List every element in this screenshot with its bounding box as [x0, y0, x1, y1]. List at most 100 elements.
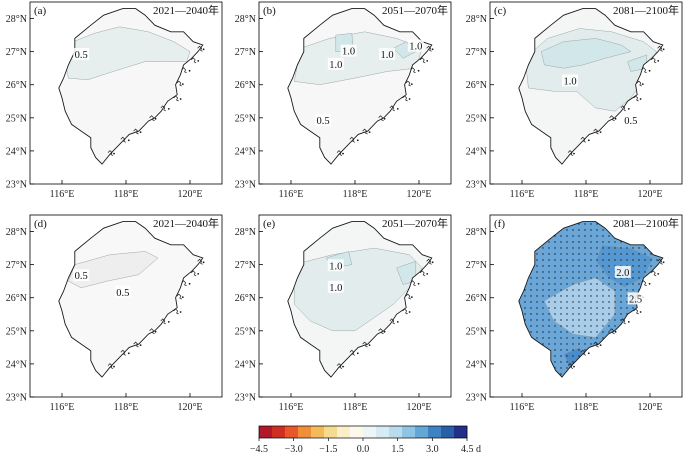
island	[396, 321, 399, 323]
stipple-dot	[632, 259, 634, 261]
contour-label: 0.5	[316, 116, 329, 127]
stipple-dot	[602, 337, 604, 339]
stipple-dot	[566, 289, 568, 291]
stipple-dot	[578, 223, 580, 225]
stipple-dot	[584, 283, 586, 285]
coastline-islands	[107, 45, 205, 156]
stipple-dot	[626, 301, 628, 303]
island	[139, 344, 142, 346]
island	[167, 321, 170, 323]
contour-zone	[68, 251, 159, 289]
stipple-dot	[548, 241, 550, 243]
lat-tick-label: 27°N	[466, 47, 487, 58]
stipple-dot	[584, 319, 586, 321]
map-panel-e: 1.0 1.0 (e) 2051—2070年 28°N 27°N 26°N 25°N 24°N 2…	[235, 214, 452, 413]
stipple-dot	[584, 241, 586, 243]
coast-detail	[362, 128, 368, 135]
lat-tick-label: 26°N	[466, 80, 487, 91]
stipple-dot	[554, 337, 556, 339]
contour-label: 1.0	[329, 60, 342, 71]
contour-label: 2.0	[616, 268, 629, 279]
stipple-dot	[566, 229, 568, 231]
stipple-dot	[626, 247, 628, 249]
coast-detail	[190, 270, 197, 277]
stipple-dot	[572, 283, 574, 285]
stipple-dot	[578, 289, 580, 291]
stipple-dot	[608, 247, 610, 249]
lat-tick-label: 24°N	[466, 359, 487, 370]
stipple-dot	[638, 271, 640, 273]
stipple-dot	[542, 271, 544, 273]
stipple-dot	[542, 313, 544, 315]
stipple-dot	[578, 283, 580, 285]
stipple-dot	[566, 253, 568, 255]
stipple-dot	[578, 319, 580, 321]
contour-label-bg	[407, 39, 424, 52]
island	[587, 352, 590, 355]
colorbar-tick-label: 4.5 d	[461, 444, 481, 454]
stipple-dot	[596, 307, 598, 309]
stipple-dot	[608, 271, 610, 273]
coast-detail	[426, 45, 432, 52]
coastline-islands	[107, 258, 205, 369]
lat-tick-label: 26°N	[466, 293, 487, 304]
island	[181, 296, 184, 298]
stipple-dot	[548, 265, 550, 267]
province-outline	[287, 8, 433, 165]
contour-zones	[64, 26, 191, 81]
stipple-dot	[560, 367, 562, 369]
stipple-dot	[638, 277, 640, 279]
stipple-dot	[596, 229, 598, 231]
stipple-dot	[632, 265, 634, 267]
coast-detail	[389, 105, 395, 112]
island	[342, 365, 344, 368]
stipple-dot	[560, 307, 562, 309]
coast-detail	[641, 67, 647, 74]
map-panel-a: 0.5 (a) 2021—2040年 28°N 27°N 26°N 25°N 24°N 23°N…	[6, 1, 223, 200]
stipple-dot	[602, 241, 604, 243]
colorbar-swatch	[454, 426, 468, 438]
stipple-dot	[644, 253, 646, 255]
stipple-dot	[608, 301, 610, 303]
stipple-dot	[656, 259, 658, 261]
stipple-dot	[542, 331, 544, 333]
stipple-dot	[554, 247, 556, 249]
contour-label-bg	[327, 259, 344, 272]
stipple-dot	[554, 301, 556, 303]
stipple-dot	[578, 229, 580, 231]
contour-label: 0.5	[624, 116, 637, 127]
island	[113, 152, 115, 155]
stipple-dot	[578, 325, 580, 327]
stipple-dot	[566, 343, 568, 345]
stipple-dot	[578, 301, 580, 303]
stipple-dot	[626, 289, 628, 291]
stipple-dot	[590, 259, 592, 261]
colorbar-swatch	[415, 426, 429, 438]
stipple-dot	[572, 343, 574, 345]
colorbar-tick-label: 3.0	[426, 444, 439, 454]
stipple-dot	[650, 253, 652, 255]
stipple-dot	[596, 265, 598, 267]
stipple-dot	[590, 325, 592, 327]
stipple-dot	[590, 277, 592, 279]
stipple-dot	[614, 325, 616, 327]
contour-zone	[64, 26, 191, 81]
island	[587, 139, 590, 142]
coast-detail	[107, 150, 114, 156]
stipple-dot	[560, 253, 562, 255]
island	[139, 131, 142, 134]
stipple-dot	[632, 253, 634, 255]
stipple-dot	[560, 295, 562, 297]
stipple-dot	[602, 229, 604, 231]
island	[573, 365, 575, 368]
coast-detail	[349, 349, 355, 356]
stipple-dot	[566, 259, 568, 261]
stipple-dot	[530, 307, 532, 309]
contour-label: 1.0	[563, 76, 576, 87]
stipple-dot	[638, 247, 640, 249]
island	[639, 311, 642, 313]
lat-tick-label: 28°N	[6, 14, 27, 25]
coast-detail	[120, 136, 126, 143]
stipple-dot	[542, 307, 544, 309]
